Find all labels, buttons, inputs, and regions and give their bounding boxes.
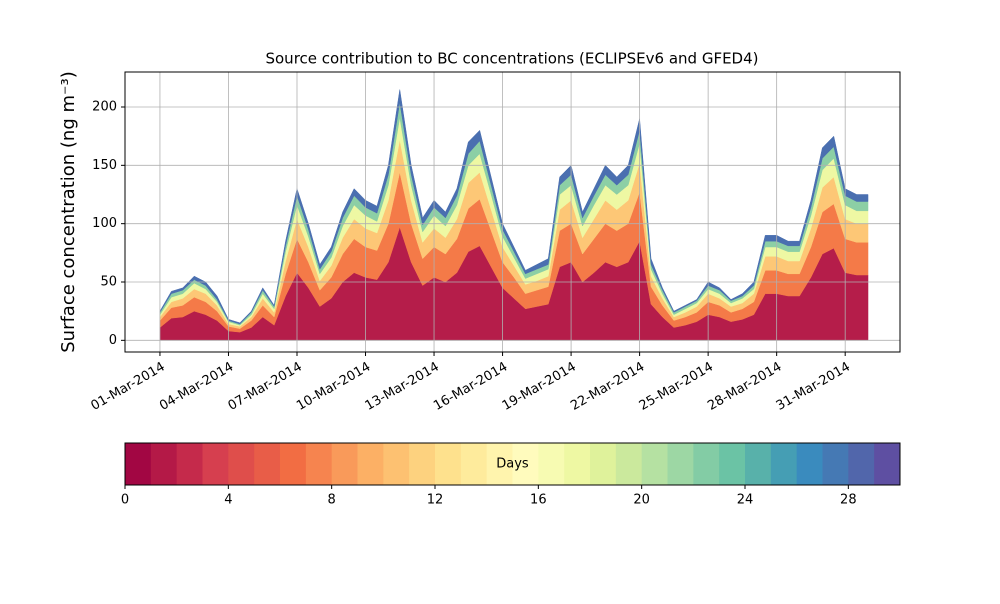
colorbar-swatch: [254, 443, 281, 485]
colorbar-swatch: [202, 443, 229, 485]
x-tick-label: 07-Mar-2014: [226, 360, 305, 414]
x-tick-label: 19-Mar-2014: [500, 360, 579, 414]
y-axis-label: Surface concentration (ng m⁻³): [58, 71, 79, 353]
colorbar-tick-label: 8: [328, 493, 336, 508]
x-tick-label: 22-Mar-2014: [568, 360, 647, 414]
colorbar-swatch: [590, 443, 617, 485]
colorbar-swatch: [641, 443, 668, 485]
colorbar-swatch: [848, 443, 875, 485]
colorbar-frame: [124, 442, 901, 486]
colorbar-tick-label: 16: [530, 493, 547, 508]
colorbar-tick-label: 4: [224, 493, 232, 508]
colorbar-swatch: [357, 443, 384, 485]
colorbar-swatch: [822, 443, 849, 485]
colorbar-swatch: [770, 443, 798, 485]
colorbar-tick-label: 20: [633, 493, 650, 508]
colorbar-swatch: [538, 443, 565, 485]
colorbar-swatch: [280, 443, 307, 485]
x-tick-label: 13-Mar-2014: [363, 360, 442, 414]
y-tick-label: 150: [92, 158, 117, 173]
colorbar-swatch: [486, 443, 513, 485]
y-tick-label: 200: [92, 100, 117, 115]
colorbar-swatch: [460, 443, 488, 485]
colorbar-swatch: [874, 443, 901, 485]
x-tick-label: 31-Mar-2014: [774, 360, 853, 414]
colorbar-tick-label: 28: [840, 493, 857, 508]
colorbar-swatch: [150, 443, 178, 485]
colorbar-swatch: [564, 443, 591, 485]
colorbar-swatch: [383, 443, 410, 485]
x-tick-label: 01-Mar-2014: [89, 360, 168, 414]
y-tick-label: 0: [109, 333, 117, 348]
x-tick-label: 16-Mar-2014: [431, 360, 510, 414]
colorbar-swatch: [305, 443, 333, 485]
colorbar-swatch: [667, 443, 694, 485]
colorbar-swatch: [693, 443, 720, 485]
x-tick-label: 10-Mar-2014: [294, 360, 373, 414]
colorbar-swatch: [409, 443, 436, 485]
colorbar-tick-label: 12: [427, 493, 444, 508]
chart-title: Source contribution to BC concentrations…: [265, 50, 758, 68]
colorbar-swatch: [228, 443, 255, 485]
x-tick-label: 28-Mar-2014: [705, 360, 784, 414]
colorbar-swatch: [796, 443, 823, 485]
colorbar-swatch: [435, 443, 462, 485]
x-tick-label: 25-Mar-2014: [637, 360, 716, 414]
colorbar-tick-label: 0: [121, 493, 129, 508]
y-tick-label: 50: [100, 275, 117, 290]
colorbar-swatch: [331, 443, 358, 485]
colorbar-swatch: [512, 443, 539, 485]
colorbar-swatch: [719, 443, 746, 485]
colorbar-swatch: [615, 443, 643, 485]
area-layer: [159, 89, 869, 325]
colorbar-swatch: [176, 443, 203, 485]
colorbar-swatch: [125, 443, 152, 485]
colorbar-tick-label: 24: [737, 493, 754, 508]
x-tick-label: 04-Mar-2014: [157, 360, 236, 414]
plot-frame: [124, 71, 901, 353]
colorbar-swatch: [745, 443, 772, 485]
y-tick-label: 100: [92, 216, 117, 231]
colorbar-label: Days: [496, 457, 529, 472]
